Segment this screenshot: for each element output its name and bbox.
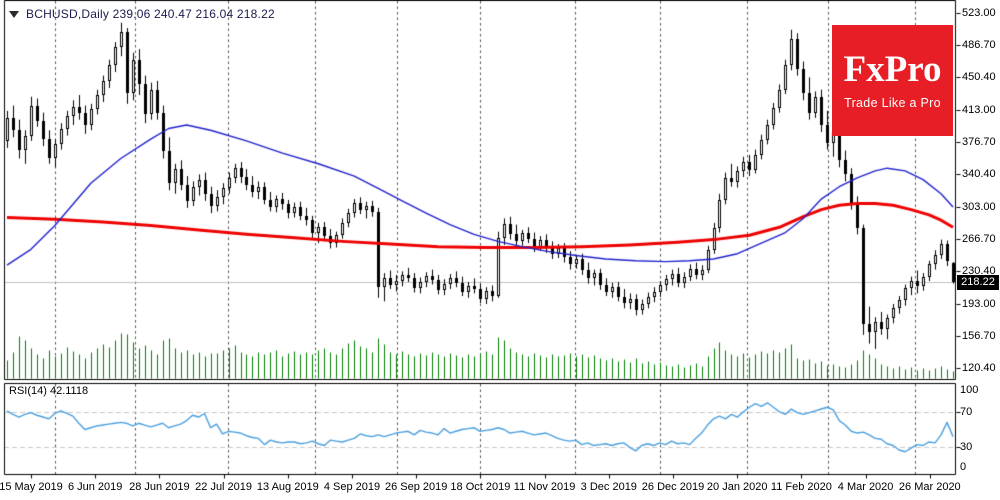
rsi-indicator-label: RSI(14) 42.1118 — [9, 385, 89, 397]
chart-title: BCHUSD,Daily 239.06 240.47 216.04 218.22 — [26, 7, 275, 21]
current-price-tag: 218.22 — [957, 275, 999, 290]
fxpro-logo-tagline: Trade Like a Pro — [844, 96, 941, 110]
fxpro-logo-name: FxPro — [843, 49, 942, 90]
chart-dropdown-icon — [9, 10, 19, 18]
fxpro-logo: FxPro Trade Like a Pro — [832, 25, 953, 136]
chart-title-row: BCHUSD,Daily 239.06 240.47 216.04 218.22 — [9, 7, 275, 21]
